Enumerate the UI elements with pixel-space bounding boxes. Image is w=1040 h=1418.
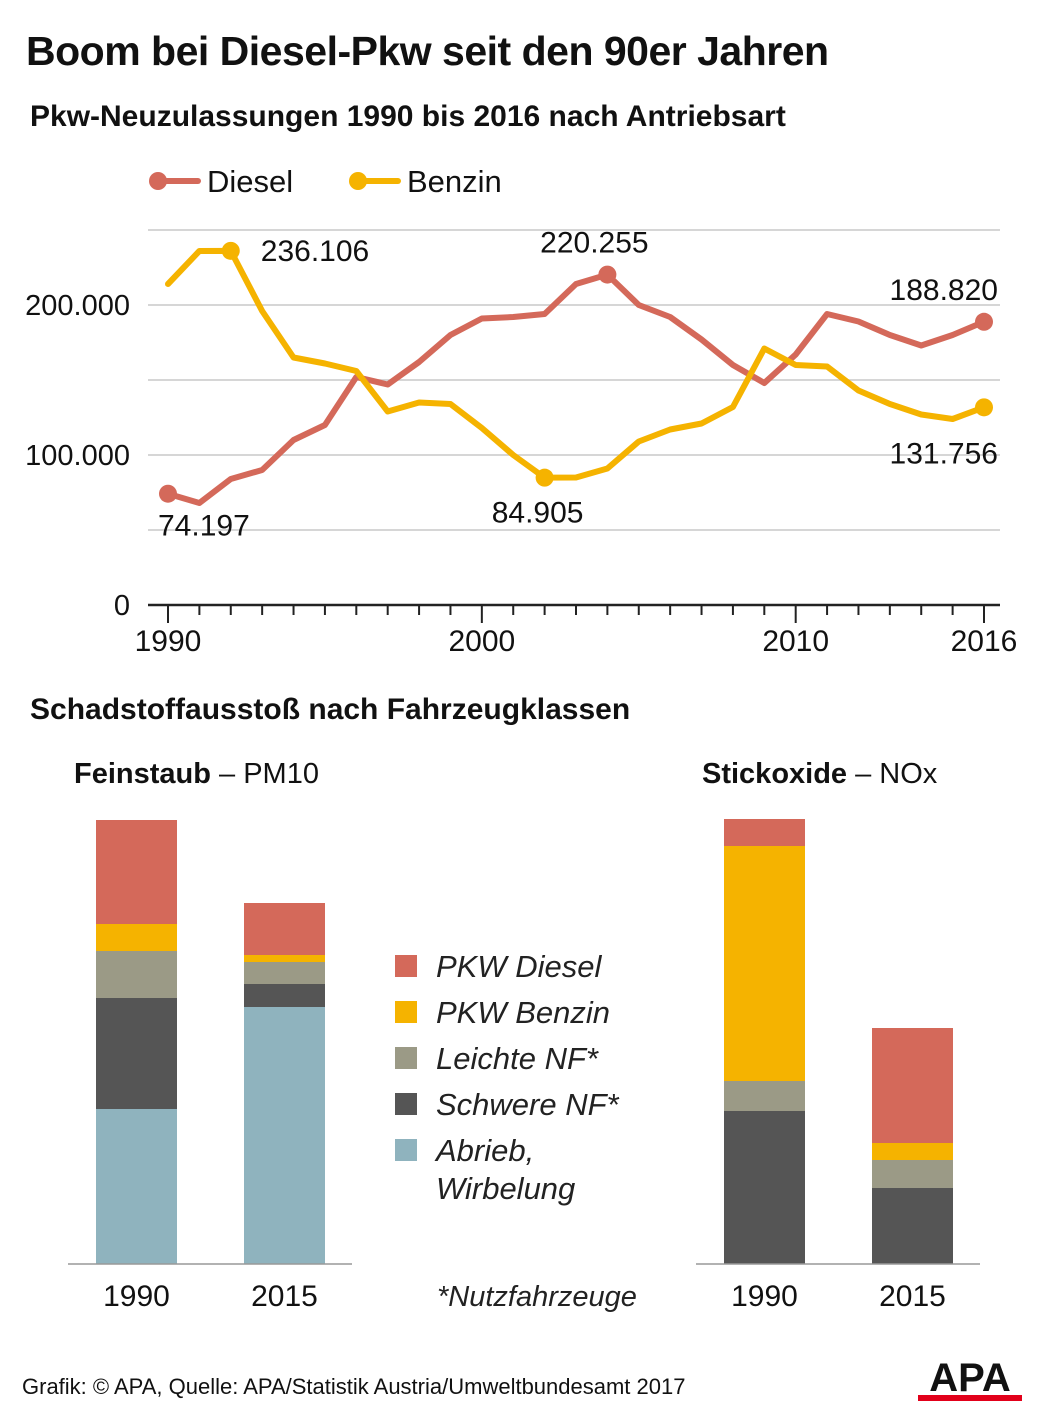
apa-logo: APA — [918, 1356, 1022, 1401]
chart-title: Boom bei Diesel-Pkw seit den 90er Jahren — [26, 28, 829, 74]
data-point-marker — [975, 312, 993, 331]
data-point-marker — [535, 468, 554, 487]
bar-segment — [96, 1109, 177, 1264]
nox-title-bold: Stickoxide — [702, 758, 848, 790]
bar-segment — [244, 962, 325, 984]
pm10-title-rest: – PM10 — [210, 758, 319, 790]
pm10-title-bold: Feinstaub — [74, 758, 211, 790]
legend-label: Leichte NF* — [436, 1041, 599, 1076]
bar-segment — [872, 1160, 953, 1188]
category-label: 2015 — [251, 1280, 318, 1313]
data-point-marker — [221, 241, 240, 260]
y-tick-label: 100.000 — [25, 440, 130, 472]
footnote: *Nutzfahrzeuge — [437, 1281, 637, 1313]
y-tick-label: 200.000 — [25, 290, 130, 322]
pm10-chart-title: Feinstaub – PM10 — [74, 758, 319, 791]
legend-label: Wirbelung — [436, 1171, 575, 1206]
legend-marker — [349, 172, 367, 190]
category-label: 2015 — [879, 1280, 946, 1313]
x-tick-label: 2016 — [951, 625, 1018, 658]
bar-segment — [724, 1081, 805, 1111]
bar-segment — [872, 1028, 953, 1143]
legend-swatch — [395, 955, 417, 977]
data-point-marker — [975, 398, 993, 417]
data-label: 131.756 — [890, 437, 998, 470]
category-label: 1990 — [731, 1280, 798, 1313]
data-point-marker — [598, 265, 617, 284]
logo-bar — [918, 1395, 1022, 1401]
bar-segment — [244, 1007, 325, 1264]
chart-subtitle: Pkw-Neuzulassungen 1990 bis 2016 nach An… — [30, 100, 786, 133]
data-label: 236.106 — [261, 235, 369, 268]
bar-segment — [872, 1143, 953, 1160]
bar-segment — [96, 998, 177, 1109]
x-tick-label: 1990 — [135, 625, 202, 658]
legend-label: Schwere NF* — [436, 1087, 620, 1122]
legend-swatch — [395, 1047, 417, 1069]
nox-title-rest: – NOx — [847, 758, 938, 790]
y-tick-label: 0 — [114, 590, 130, 622]
bar-segment — [244, 955, 325, 962]
category-label: 1990 — [103, 1280, 170, 1313]
legend-swatch — [395, 1093, 417, 1115]
bar-segment — [244, 903, 325, 955]
source-credit: Grafik: © APA, Quelle: APA/Statistik Aus… — [22, 1374, 686, 1399]
bar-segment — [724, 846, 805, 1081]
legend-label: Diesel — [207, 164, 293, 199]
data-label: 84.905 — [492, 497, 584, 530]
bar-segment — [96, 951, 177, 998]
bar-segment — [96, 924, 177, 951]
bar-segment — [724, 819, 805, 846]
legend-swatch — [395, 1139, 417, 1161]
section-title: Schadstoffausstoß nach Fahrzeugklassen — [30, 693, 631, 726]
x-tick-label: 2010 — [762, 625, 829, 658]
nox-chart-title: Stickoxide – NOx — [702, 758, 937, 791]
legend-label: PKW Diesel — [436, 949, 602, 984]
logo-text: APA — [929, 1356, 1010, 1400]
series-line-benzin — [165, 247, 987, 481]
bar-segment — [96, 820, 177, 924]
data-label: 188.820 — [890, 274, 998, 307]
data-point-marker — [159, 484, 177, 503]
bar-segment — [724, 1111, 805, 1264]
data-label: 74.197 — [158, 510, 250, 543]
line-chart: 1990 2000 2010 2016 0 100.000 200.000 74.197 236… — [25, 164, 1018, 658]
bar-charts: 1990 2015 1990 2015 PKW Diesel PKW Benzin Leic… — [68, 819, 980, 1313]
data-label: 220.255 — [540, 227, 648, 260]
legend-label: PKW Benzin — [436, 995, 610, 1030]
x-tick-label: 2000 — [448, 625, 515, 658]
legend-marker — [149, 172, 167, 190]
legend-swatch — [395, 1001, 417, 1023]
legend-label: Abrieb, — [434, 1133, 534, 1168]
bar-segment — [244, 984, 325, 1007]
series-line-diesel — [165, 271, 987, 506]
bar-segment — [872, 1188, 953, 1264]
legend-label: Benzin — [407, 164, 502, 199]
